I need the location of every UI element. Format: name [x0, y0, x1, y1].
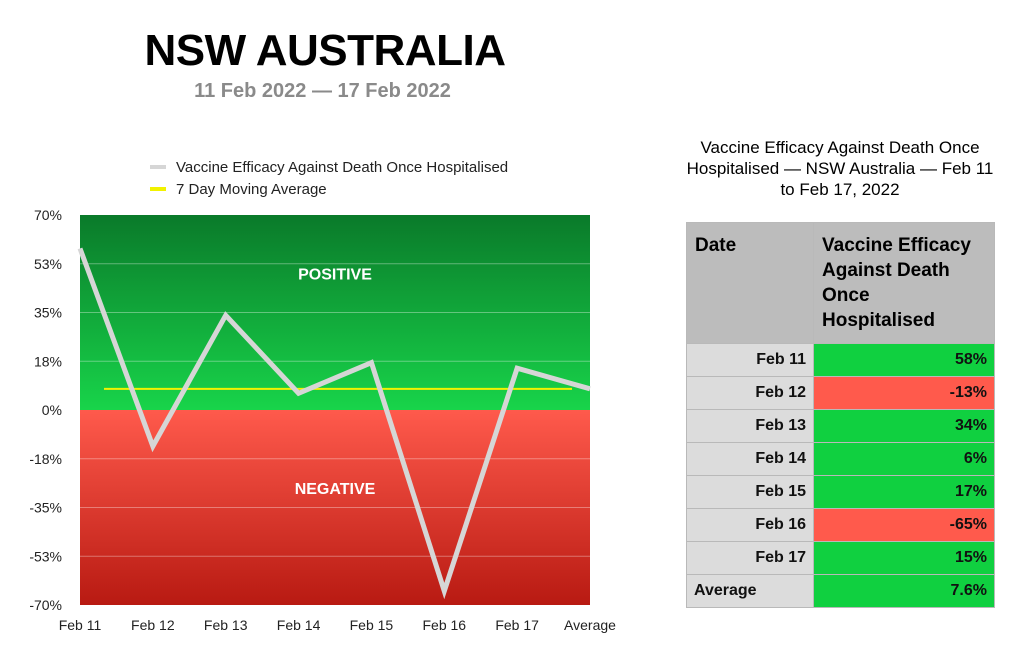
- table-row: Feb 11 58%: [686, 343, 995, 377]
- table-row: Feb 13 34%: [686, 409, 995, 443]
- x-tick-label: Feb 14: [277, 617, 321, 633]
- table-average-row: Average 7.6%: [686, 574, 995, 608]
- legend-label-moving-average: 7 Day Moving Average: [176, 180, 327, 198]
- y-tick-label: 0%: [42, 402, 62, 418]
- x-tick-label: Feb 17: [495, 617, 539, 633]
- y-tick-label: 35%: [34, 305, 62, 321]
- row-date: Feb 14: [686, 442, 814, 476]
- table-header-row: Date Vaccine Efficacy Against Death Once…: [686, 222, 995, 344]
- x-tick-label: Average: [564, 617, 616, 633]
- row-efficacy-value: 34%: [813, 409, 995, 443]
- row-date: Feb 11: [686, 343, 814, 377]
- efficacy-series-line: [77, 247, 591, 600]
- x-tick-label: Feb 12: [131, 617, 175, 633]
- row-efficacy-value: 15%: [813, 541, 995, 575]
- row-date: Feb 13: [686, 409, 814, 443]
- row-efficacy-value: 17%: [813, 475, 995, 509]
- x-tick-label: Feb 16: [422, 617, 466, 633]
- row-efficacy-value: 6%: [813, 442, 995, 476]
- table-title: Vaccine Efficacy Against Death Once Hosp…: [686, 138, 994, 199]
- row-date: Feb 15: [686, 475, 814, 509]
- row-efficacy-value: 58%: [813, 343, 995, 377]
- y-tick-label: -18%: [29, 451, 62, 467]
- x-tick-label: Feb 11: [59, 617, 102, 633]
- legend-swatch-efficacy: [150, 165, 166, 169]
- chart-legend: Vaccine Efficacy Against Death Once Hosp…: [150, 156, 508, 200]
- page-title: NSW AUSTRALIA: [144, 26, 506, 75]
- table-row: Feb 14 6%: [686, 442, 995, 476]
- legend-item-efficacy: Vaccine Efficacy Against Death Once Hosp…: [150, 156, 508, 178]
- average-value: 7.6%: [813, 574, 995, 608]
- y-tick-label: -70%: [29, 597, 62, 613]
- x-tick-label: Feb 13: [204, 617, 248, 633]
- header-efficacy: Vaccine Efficacy Against Death Once Hosp…: [813, 222, 995, 344]
- table-row: Feb 17 15%: [686, 541, 995, 575]
- legend-swatch-moving-average: [150, 187, 166, 191]
- y-tick-label: 53%: [34, 256, 62, 272]
- negative-zone: [80, 410, 590, 605]
- average-label: Average: [686, 574, 814, 608]
- x-tick-label: Feb 15: [350, 617, 394, 633]
- row-efficacy-value: -13%: [813, 376, 995, 410]
- legend-label-efficacy: Vaccine Efficacy Against Death Once Hosp…: [176, 158, 509, 176]
- row-efficacy-value: -65%: [813, 508, 995, 542]
- efficacy-line-chart: 70% 53% 35% 18% 0% -18% -35% -53% -70% POSITIVE NE…: [29, 207, 616, 633]
- y-tick-label: 18%: [34, 353, 62, 369]
- y-tick-label: -35%: [29, 500, 62, 516]
- table-row: Feb 15 17%: [686, 475, 995, 509]
- header-date: Date: [686, 222, 814, 344]
- row-date: Feb 12: [686, 376, 814, 410]
- negative-zone-label: NEGATIVE: [295, 481, 376, 498]
- row-date: Feb 16: [686, 508, 814, 542]
- y-tick-label: -53%: [29, 548, 62, 564]
- legend-item-moving-average: 7 Day Moving Average: [150, 178, 508, 200]
- table-row: Feb 12 -13%: [686, 376, 995, 410]
- table-row: Feb 16 -65%: [686, 508, 995, 542]
- row-date: Feb 17: [686, 541, 814, 575]
- positive-zone-label: POSITIVE: [298, 267, 372, 284]
- page-subtitle: 11 Feb 2022 — 17 Feb 2022: [194, 80, 451, 102]
- y-tick-label: 70%: [34, 207, 62, 223]
- efficacy-table: Date Vaccine Efficacy Against Death Once…: [686, 222, 995, 608]
